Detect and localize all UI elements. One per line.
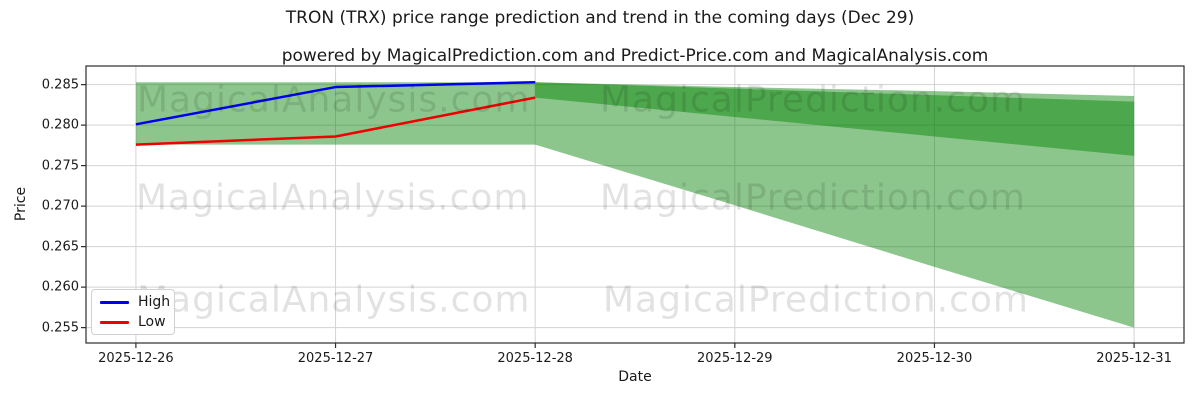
y-axis-label: Price	[13, 186, 29, 222]
legend: High Low	[91, 289, 175, 335]
chart-title: TRON (TRX) price range prediction and tr…	[285, 8, 915, 28]
x-tick-label: 2025-12-27	[297, 351, 374, 366]
legend-low-line-sample	[100, 320, 129, 324]
line-low	[135, 96, 536, 146]
x-axis-label: Date	[618, 369, 652, 385]
y-tick-label: 0.260	[41, 279, 79, 295]
y-tick-label: 0.270	[41, 198, 79, 214]
x-tick-label: 2025-12-29	[697, 351, 773, 366]
axes-frame	[85, 65, 1185, 344]
legend-label-high: High	[138, 294, 171, 310]
x-tick-label: 2025-12-26	[98, 351, 174, 366]
legend-item-high: High	[100, 295, 174, 309]
line-high	[135, 80, 536, 126]
y-tick-label: 0.255	[41, 320, 79, 336]
band-historical-range	[135, 82, 536, 145]
x-tick-label: 2025-12-30	[896, 351, 973, 366]
x-tick-label: 2025-12-28	[497, 351, 573, 366]
legend-label-low: Low	[138, 314, 166, 330]
band-forecast-outer	[535, 82, 1135, 328]
y-tick-label: 0.265	[41, 239, 79, 255]
y-tick-label: 0.285	[41, 77, 79, 93]
y-tick-label: 0.275	[41, 158, 79, 174]
legend-high-line-sample	[100, 300, 129, 304]
x-tick-label: 2025-12-31	[1096, 351, 1172, 366]
chart-subtitle: powered by MagicalPrediction.com and Pre…	[281, 46, 989, 66]
y-tick-label: 0.280	[41, 117, 79, 133]
legend-item-low: Low	[100, 315, 174, 329]
band-forecast-inner	[535, 82, 1135, 156]
